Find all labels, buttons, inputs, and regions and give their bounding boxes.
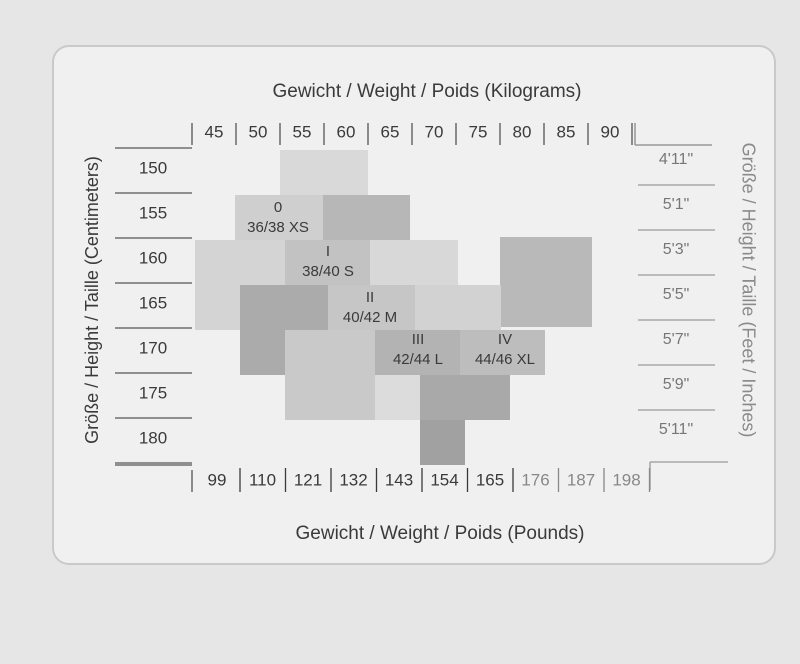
zone bbox=[420, 420, 465, 465]
right-axis-label: Größe / Height / Taille (Feet / Inches) bbox=[738, 143, 758, 438]
cm-label: 180 bbox=[139, 428, 167, 447]
zone bbox=[375, 375, 420, 420]
lb-label: 176 bbox=[521, 470, 549, 489]
zone bbox=[328, 285, 415, 330]
kg-label: 60 bbox=[337, 122, 356, 141]
zone bbox=[420, 375, 510, 420]
left-axis-label: Größe / Height / Taille (Centimeters) bbox=[82, 156, 102, 444]
zone bbox=[235, 195, 325, 240]
size-label: 38/40 S bbox=[302, 263, 354, 280]
kg-label: 90 bbox=[601, 122, 620, 141]
zone bbox=[370, 240, 458, 285]
size-code: IV bbox=[498, 331, 512, 348]
size-code: 0 bbox=[274, 199, 282, 216]
lb-label: 154 bbox=[430, 470, 458, 489]
zone bbox=[500, 237, 592, 327]
lb-label: 121 bbox=[294, 470, 322, 489]
zone bbox=[375, 330, 460, 375]
kg-label: 65 bbox=[381, 122, 400, 141]
lb-label: 99 bbox=[208, 470, 227, 489]
zone bbox=[415, 285, 501, 330]
ft-label: 4'11" bbox=[659, 151, 693, 168]
kg-label: 55 bbox=[293, 122, 312, 141]
lb-label: 198 bbox=[612, 470, 640, 489]
bottom-title: Gewicht / Weight / Poids (Pounds) bbox=[296, 523, 585, 544]
lb-label: 110 bbox=[249, 470, 276, 489]
ft-label: 5'7" bbox=[663, 331, 690, 348]
top-title: Gewicht / Weight / Poids (Kilograms) bbox=[272, 81, 581, 102]
cm-label: 150 bbox=[139, 158, 167, 177]
size-code: III bbox=[412, 331, 425, 348]
ft-label: 5'3" bbox=[663, 241, 690, 258]
zone bbox=[285, 330, 375, 420]
cm-label: 170 bbox=[139, 338, 167, 357]
cm-label: 165 bbox=[139, 293, 167, 312]
cm-label: 175 bbox=[139, 383, 167, 402]
kg-label: 75 bbox=[469, 122, 488, 141]
ft-label: 5'11" bbox=[659, 421, 693, 438]
kg-label: 80 bbox=[513, 122, 532, 141]
cm-label: 160 bbox=[139, 248, 167, 267]
lb-label: 165 bbox=[476, 470, 504, 489]
kg-label: 70 bbox=[425, 122, 444, 141]
size-label: 44/46 XL bbox=[475, 351, 535, 368]
ft-label: 5'9" bbox=[663, 376, 690, 393]
size-label: 42/44 L bbox=[393, 351, 443, 368]
size-code: II bbox=[366, 289, 374, 306]
lb-label: 143 bbox=[385, 470, 413, 489]
zone bbox=[460, 330, 545, 375]
size-label: 36/38 XS bbox=[247, 219, 309, 236]
size-label: 40/42 M bbox=[343, 309, 397, 326]
lb-label: 132 bbox=[339, 470, 367, 489]
cm-label: 155 bbox=[139, 203, 167, 222]
size-zones bbox=[195, 150, 592, 465]
kg-label: 50 bbox=[249, 122, 268, 141]
ft-label: 5'1" bbox=[663, 196, 690, 213]
size-code: I bbox=[326, 243, 330, 260]
zone bbox=[285, 240, 370, 285]
kg-label: 85 bbox=[557, 122, 576, 141]
kg-label: 45 bbox=[205, 122, 224, 141]
ft-label: 5'5" bbox=[663, 286, 690, 303]
zone bbox=[323, 195, 410, 240]
lb-label: 187 bbox=[567, 470, 595, 489]
